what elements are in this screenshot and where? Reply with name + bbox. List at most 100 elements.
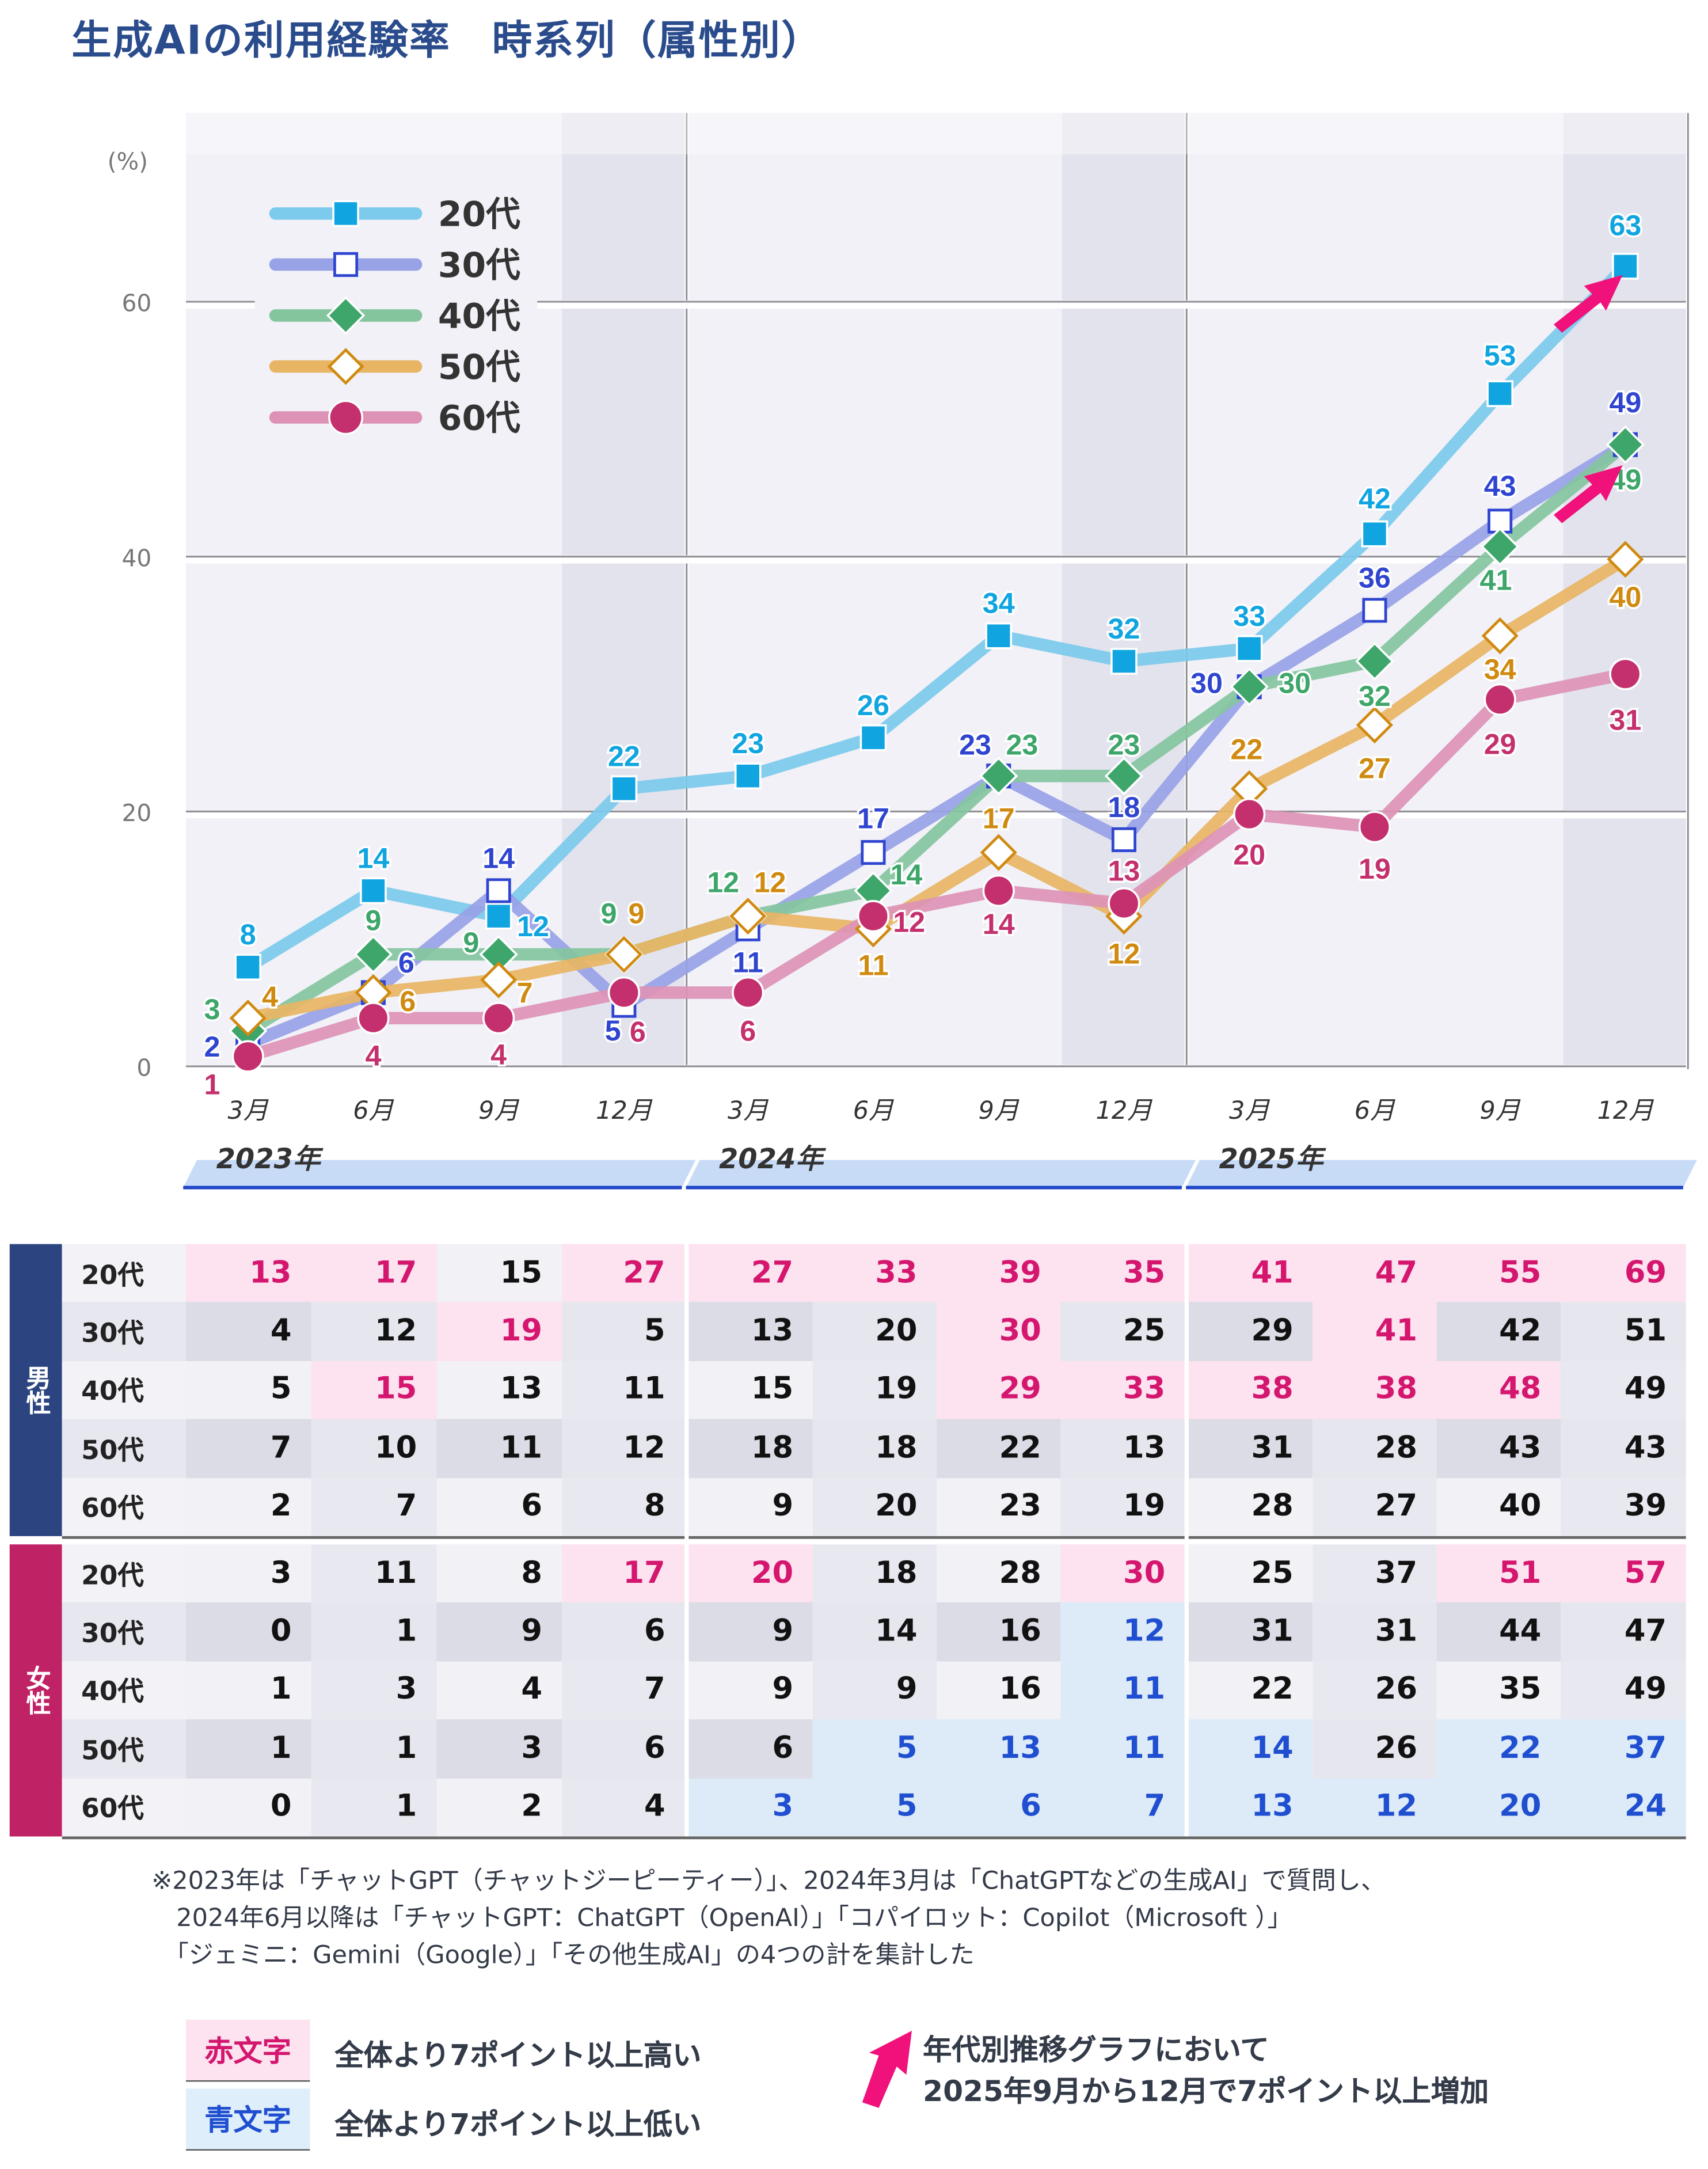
y-tick-label: 0 [136,1054,151,1082]
table-cell: 6 [562,1719,685,1778]
hollow-diamond-marker [229,1000,267,1037]
table-cell: 16 [937,1661,1061,1720]
table-cell: 14 [1188,1719,1313,1778]
hollow-square-marker [861,840,886,865]
table-cell: 55 [1436,1244,1561,1303]
table-cell: 57 [1560,1544,1686,1603]
y-tick-label: 60 [121,290,151,317]
table-cell: 14 [812,1602,937,1662]
year-label: 2024年 [719,1144,826,1175]
table-cell: 13 [186,1244,311,1303]
data-label: 34 [983,587,1015,620]
table-cell: 9 [812,1661,937,1720]
table-cell: 13 [1060,1419,1185,1478]
age-label: 50代 [62,1419,187,1478]
table-cell: 1 [311,1719,436,1778]
data-label: 6 [398,947,414,979]
table-cell: 8 [562,1477,685,1536]
table-cell: 33 [812,1244,937,1303]
circle-marker [982,874,1015,907]
legend-label: 50代 [438,347,520,388]
y-tick-label: 40 [121,544,151,572]
table-cell: 9 [436,1602,562,1662]
table-cell: 22 [1188,1661,1313,1720]
data-label: 6 [400,985,416,1017]
square-marker [610,775,638,803]
table-cell: 9 [688,1661,813,1720]
square-marker [1361,520,1389,548]
table-cell: 47 [1560,1602,1686,1662]
data-label: 1 [204,1068,220,1100]
data-label: 8 [240,918,256,951]
data-label: 29 [1484,728,1516,760]
hollow-diamond-marker [327,348,364,385]
square-marker [1110,648,1138,675]
footnote: ※2023年は「チャットGPT（チャットジーピーティー）」、2024年3月は「C… [151,1863,1386,1974]
table-cell: 17 [562,1544,685,1603]
data-label: 34 [1484,654,1516,686]
table-cell: 11 [1060,1719,1185,1778]
table-cell: 15 [436,1244,562,1303]
table-cell: 40 [1436,1477,1561,1536]
data-label: 32 [1359,680,1391,712]
data-label: 23 [1108,729,1140,761]
table-cell: 28 [1188,1477,1313,1536]
square-marker [985,622,1013,649]
diamond-marker [1606,425,1645,464]
data-label: 23 [1006,729,1038,761]
pink-arrow-icon [862,2030,912,2108]
table-cell: 18 [812,1419,937,1478]
footnote-line: 2024年6月以降は「チャットGPT：ChatGPT（OpenAI）」「コパイロ… [151,1904,1292,1933]
data-label: 41 [1480,564,1512,597]
square-marker [859,724,887,751]
data-label: 36 [1359,561,1391,594]
table-cell: 69 [1560,1244,1686,1303]
data-label: 63 [1609,210,1641,242]
table-cell: 11 [311,1544,436,1603]
table-cell: 17 [311,1244,436,1303]
table-cell: 26 [1313,1661,1437,1720]
table-cell: 26 [1313,1719,1437,1778]
square-marker [1235,635,1263,662]
arrow-desc-2: 2025年9月から12月で7ポイント以上増加 [923,2075,1489,2108]
table-cell: 7 [562,1661,685,1720]
table-cell: 6 [436,1477,562,1536]
data-label: 27 [1359,752,1391,784]
age-label: 60代 [62,1778,187,1837]
table-cell: 15 [311,1361,436,1419]
table-cell: 0 [186,1602,311,1662]
table-cell: 16 [937,1602,1061,1662]
data-label: 30 [1190,667,1223,700]
table-cell: 7 [186,1419,311,1478]
table-cell: 28 [1313,1419,1437,1478]
hollow-diamond-marker [1356,706,1394,744]
data-label: 3 [204,993,220,1025]
blue-text-key: 青文字 [186,2088,310,2151]
diamond-marker [1481,527,1520,566]
diamond-marker [353,935,393,974]
table-cell: 29 [1188,1302,1313,1361]
hollow-square-marker [486,878,511,903]
page-title: 生成AIの利用経験率 時系列（属性別） [71,16,823,64]
table-cell: 20 [1436,1778,1561,1837]
x-tick-label: 9月 [978,1096,1019,1125]
table-cell: 37 [1313,1544,1437,1603]
data-label: 40 [1609,581,1641,613]
data-label: 12 [754,866,786,898]
table-cell: 13 [436,1361,562,1419]
data-label: 26 [857,689,889,721]
square-marker [1612,253,1639,280]
data-label: 14 [482,842,515,874]
hollow-square-marker [1362,598,1387,623]
hollow-diamond-marker [1481,617,1519,655]
age-label: 30代 [62,1602,187,1662]
arrow-desc-1: 年代別推移グラフにおいて [923,2033,1269,2067]
table-cell: 4 [562,1778,685,1837]
hollow-square-marker [1111,827,1136,852]
data-label: 12 [893,906,925,939]
table-cell: 27 [1313,1477,1437,1536]
group-divider [62,1536,1686,1539]
series-points-50代 [229,541,1644,1037]
increase-arrow-icon [1553,275,1623,333]
table-cell: 35 [1436,1661,1561,1720]
